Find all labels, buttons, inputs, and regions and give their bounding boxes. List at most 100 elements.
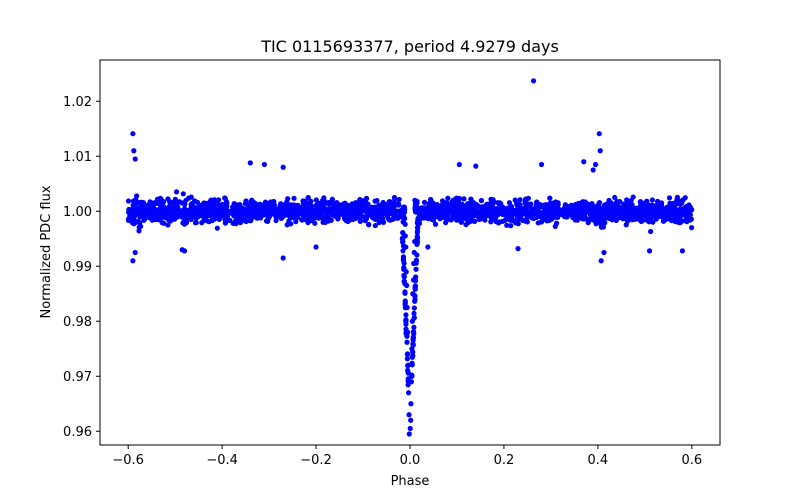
data-point [189,200,195,207]
data-point [608,200,614,206]
data-point [224,213,230,219]
data-point [344,212,350,218]
data-point [478,197,485,204]
data-point [428,196,434,203]
data-point [484,201,490,208]
data-point [131,148,137,154]
data-point [198,205,205,211]
data-point [437,204,443,210]
data-point [132,211,138,217]
data-point [291,195,297,201]
data-point [457,205,463,211]
data-point [598,224,605,230]
data-point [188,216,194,223]
data-point [649,197,655,203]
data-point [575,214,581,220]
data-point [410,291,416,297]
data-point [392,196,398,202]
data-point [430,217,437,223]
data-point [288,221,294,227]
data-point [597,209,604,215]
data-point [592,161,599,168]
data-point [401,260,407,266]
data-point [219,213,225,219]
data-point [404,333,410,339]
data-point [144,204,150,211]
data-point [488,210,494,216]
data-point [136,224,142,230]
data-point [648,228,654,235]
data-point [593,203,600,210]
data-point [461,214,467,221]
data-point [404,351,410,358]
data-point [293,211,299,217]
data-point [391,200,397,206]
data-point [172,196,178,202]
data-point [202,214,208,220]
data-point [569,210,575,216]
y-axis-label: Normalized PDC flux [39,185,54,318]
data-point [325,210,331,217]
data-point [223,208,229,214]
data-point [207,199,213,206]
data-point [581,159,587,165]
data-point [235,214,241,220]
data-point [179,213,185,219]
data-point [679,218,685,224]
data-point [162,214,168,221]
data-point [259,204,266,211]
data-point [404,304,410,311]
data-point [181,206,187,212]
data-point [403,244,409,250]
data-point [386,210,392,216]
data-point [421,199,428,205]
data-point [209,217,215,223]
data-point [579,212,585,218]
data-point [396,196,402,203]
data-point [496,208,503,214]
data-point [400,256,406,262]
data-point [612,194,618,201]
data-point [357,197,363,203]
data-point [210,204,216,211]
data-point [653,216,659,222]
data-point [130,131,136,137]
x-tick-label: −0.6 [112,453,144,468]
data-point [405,390,412,396]
data-point [134,206,140,212]
data-point [300,198,306,204]
data-point [688,216,694,222]
data-point [126,206,132,213]
data-point [372,222,378,229]
data-point [555,206,562,213]
y-tick-label: 1.01 [63,150,92,165]
data-point [376,212,382,218]
data-point [597,148,603,154]
data-point [661,216,667,222]
data-point [305,195,311,201]
data-point [488,219,494,225]
data-point [443,199,450,206]
data-point [666,195,673,201]
data-point [357,218,363,224]
data-point [596,131,602,137]
data-point [193,219,199,226]
data-point [414,229,420,236]
data-point [646,219,652,225]
data-point [630,205,636,211]
y-tick-label: 1.00 [63,205,92,220]
data-point [577,204,583,210]
data-point [125,217,132,223]
data-point [410,341,416,347]
data-point [658,200,665,206]
data-point [452,212,459,218]
data-point [235,207,241,213]
data-point [503,212,509,218]
data-point [465,220,471,226]
data-point [403,312,409,318]
data-point [445,195,451,201]
data-point [333,205,340,212]
data-point [249,197,255,203]
data-point [179,247,185,253]
